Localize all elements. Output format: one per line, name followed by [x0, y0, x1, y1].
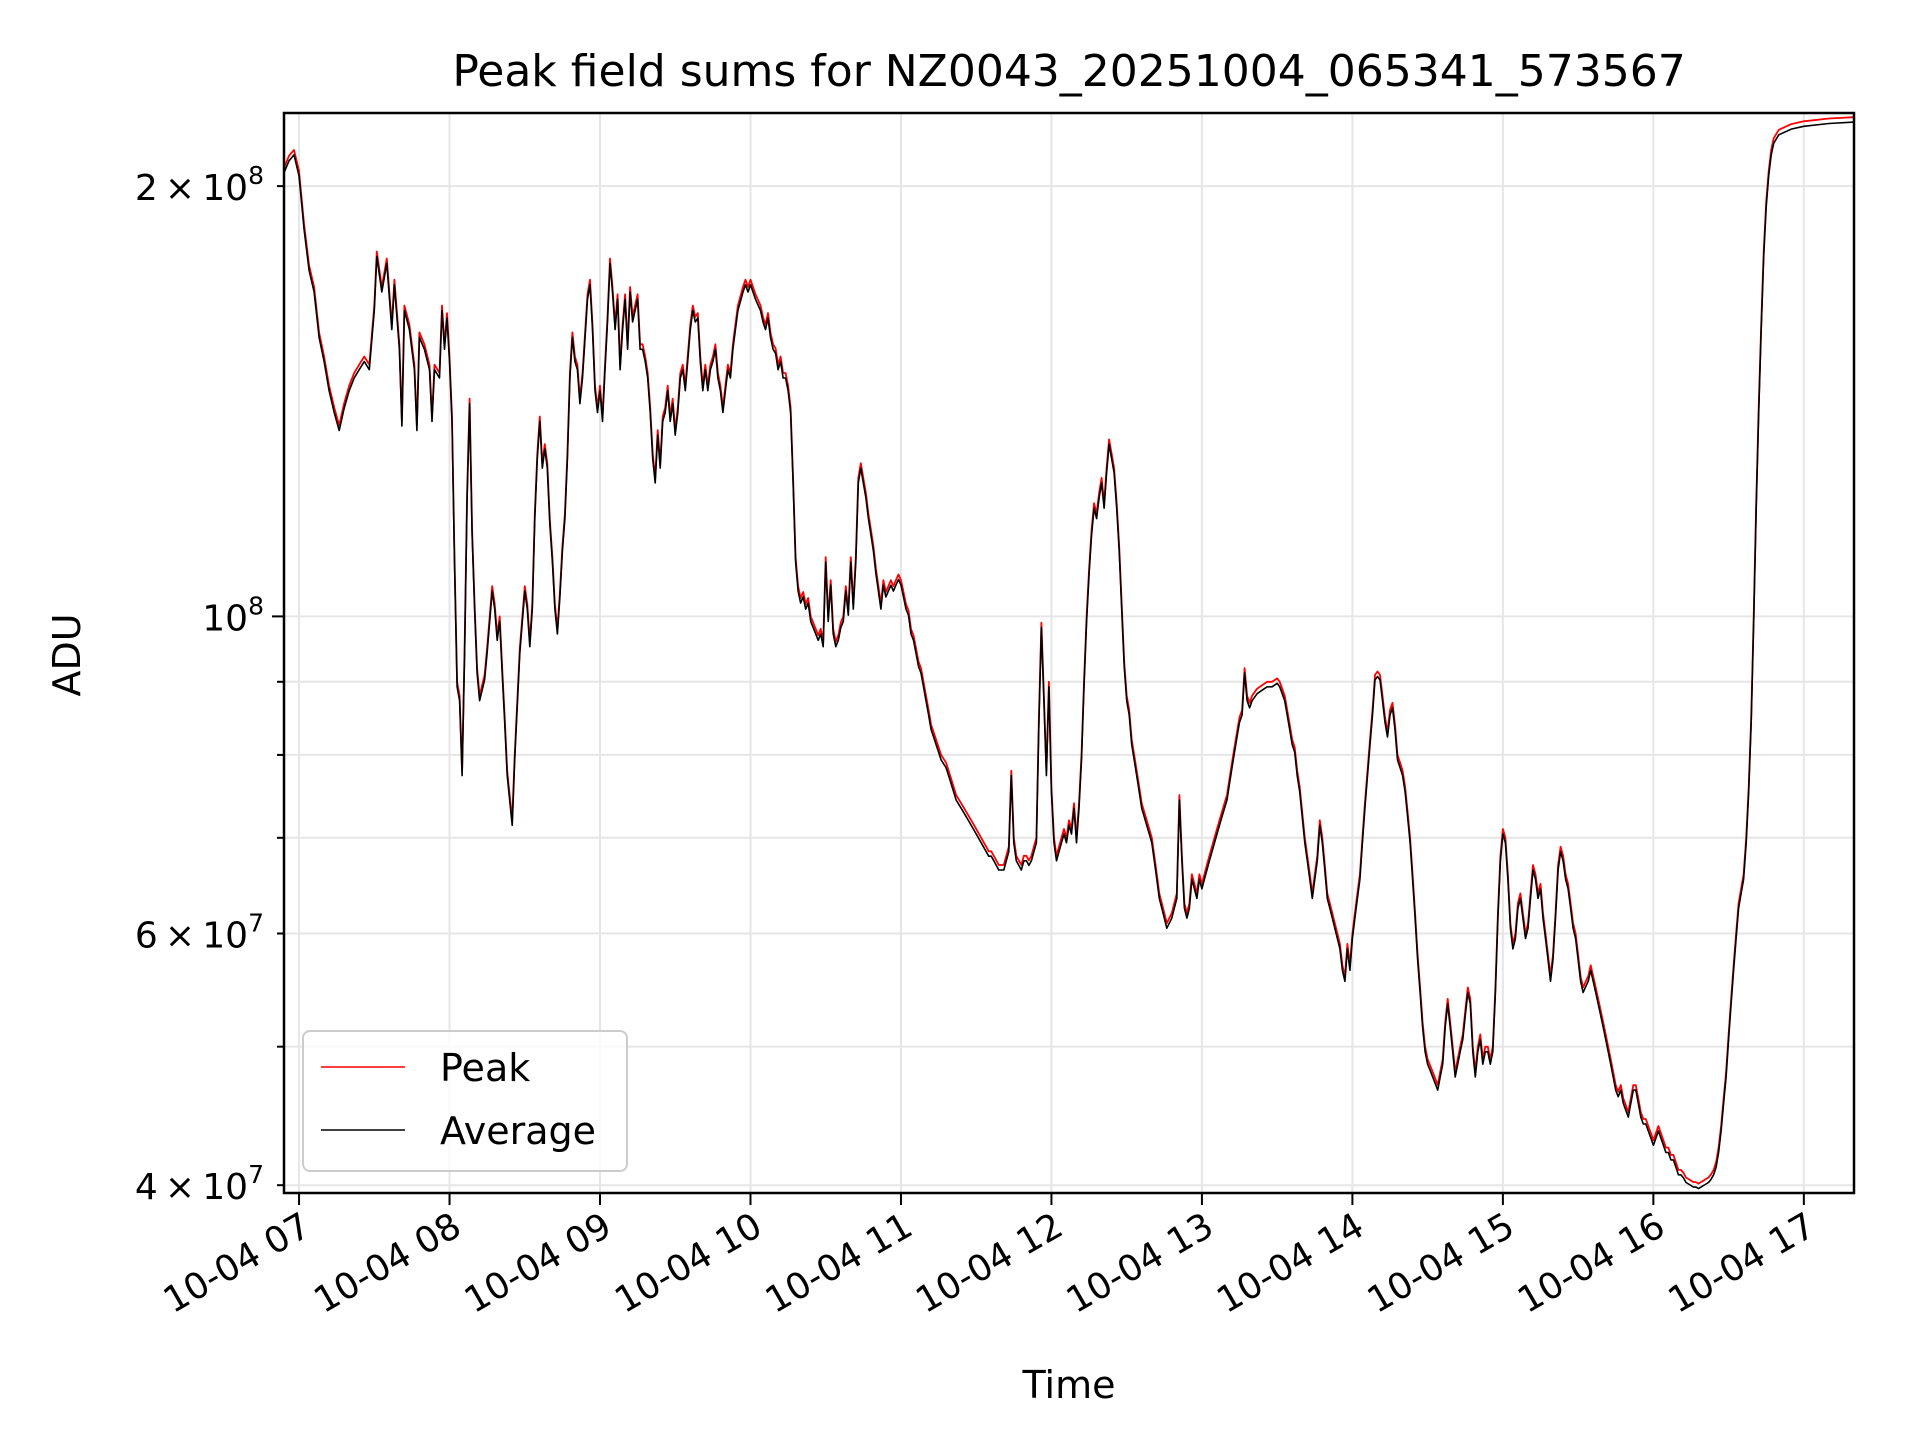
y-ticks: 108 4 × 107 6 × 107 2 × 108: [135, 161, 284, 1208]
y-tick-label: 2 × 108: [135, 161, 264, 209]
legend-label-average: Average: [440, 1109, 596, 1153]
chart-title: Peak field sums for NZ0043_20251004_0653…: [452, 46, 1685, 97]
x-axis-label: Time: [1022, 1363, 1116, 1407]
y-axis-label: ADU: [45, 613, 89, 696]
legend-label-peak: Peak: [440, 1046, 530, 1090]
y-tick-label: 108: [202, 591, 264, 639]
series-layer: [283, 116, 1855, 1190]
legend-box: [302, 1030, 628, 1172]
y-tick-label: 4 × 107: [135, 1160, 264, 1208]
grid-layer: [284, 113, 1854, 1193]
plot-area-frame: [282, 111, 1856, 1195]
series-line-average: [283, 121, 1855, 1190]
legend: Peak Average: [302, 1030, 628, 1172]
y-tick-label: 6 × 107: [135, 908, 264, 956]
